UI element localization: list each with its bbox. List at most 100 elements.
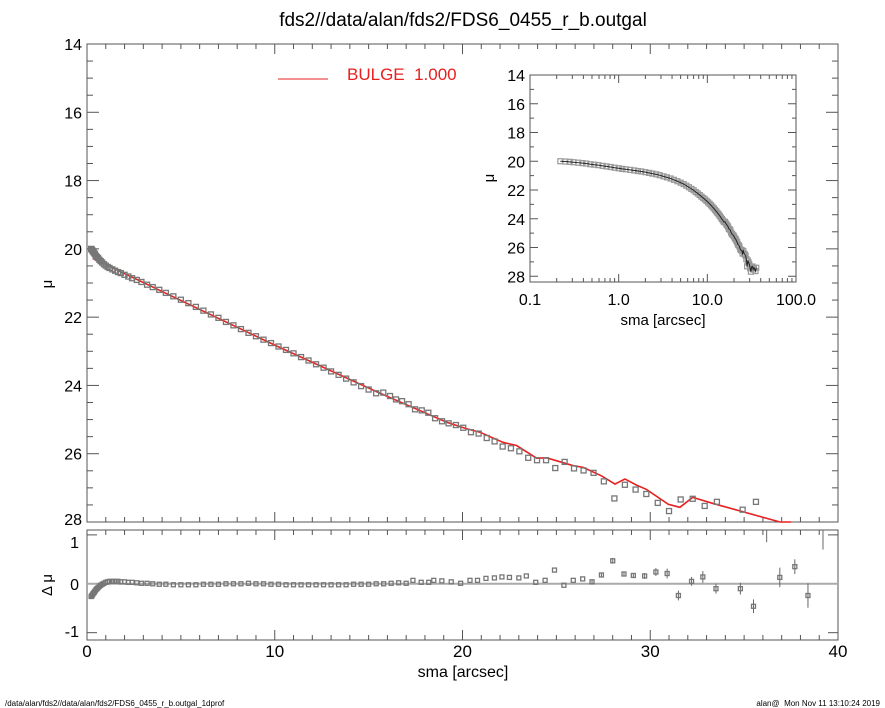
observed-point (739, 506, 746, 513)
residual-point (223, 581, 229, 587)
residual-point (737, 586, 744, 592)
residual-point (630, 572, 637, 579)
observed-point (438, 418, 446, 425)
residual-point (570, 577, 576, 584)
y-tick-label: 16 (507, 97, 525, 114)
residual-point (215, 581, 222, 587)
observed-point (533, 457, 541, 464)
observed-point (282, 346, 290, 354)
residual-point (418, 579, 424, 585)
residual-point (403, 580, 409, 586)
footer-file-path: /data/alan/fds2//data/alan/fds2/FDS6_045… (5, 699, 225, 708)
residual-point (305, 582, 312, 588)
observed-point (170, 293, 177, 300)
observed-point (445, 420, 452, 427)
x-tick-label: 0.1 (519, 292, 541, 309)
observed-point (499, 443, 506, 450)
residual-point (178, 582, 184, 588)
residual-point (448, 579, 454, 585)
residual-point (358, 581, 364, 587)
y-tick-label: 28 (507, 269, 525, 286)
observed-point (372, 390, 380, 397)
residual-point (350, 581, 357, 587)
residual-point (373, 581, 379, 587)
observed-point (632, 486, 639, 493)
observed-point (392, 396, 400, 403)
observed-point (621, 481, 629, 488)
residual-points (87, 530, 838, 614)
observed-point (431, 415, 439, 422)
residual-point (641, 573, 648, 579)
residual-point (750, 603, 757, 609)
inset-log-profile-panel: 14 16 18 20 22 24 26 28 0.1 1.0 10.0 100.0 sma [arc… (481, 68, 816, 329)
residual-point (200, 581, 207, 587)
residual-point (283, 582, 289, 588)
x-tick-label: 0 (82, 642, 91, 661)
x-tick-label: 20 (453, 642, 472, 661)
inset-y-axis-label: μ (481, 174, 498, 183)
residual-point (335, 582, 342, 588)
main-axis-ticks: 14 16 18 20 22 24 26 28 (64, 37, 839, 529)
residual-point (396, 580, 402, 586)
residual-point (467, 577, 473, 584)
residual-point (506, 574, 513, 581)
x-tick-label: 100.0 (776, 292, 816, 309)
residual-point (328, 582, 334, 588)
main-profile-panel: 14 16 18 20 22 24 26 28 μ BULGE 1.000 (39, 37, 839, 529)
y-tick-label: 18 (507, 126, 525, 143)
residual-point (431, 577, 437, 584)
observed-point (365, 386, 372, 393)
residual-point (163, 581, 169, 587)
residual-point (268, 581, 274, 587)
observed-point (177, 296, 185, 303)
main-y-axis-label: μ (39, 280, 56, 289)
observed-point (297, 353, 305, 361)
residual-point (580, 576, 586, 582)
residual-point (156, 581, 162, 587)
x-axis-label: sma [arcsec] (418, 664, 509, 681)
residual-point (193, 582, 199, 588)
observed-point (654, 499, 661, 507)
observed-point (398, 397, 406, 405)
observed-point (386, 392, 394, 400)
residual-point (112, 578, 118, 584)
observed-point (207, 311, 215, 318)
observed-point (701, 502, 708, 510)
observed-point (125, 273, 132, 280)
residual-point (675, 592, 682, 599)
residual-point (144, 580, 150, 586)
inset-observed-point (674, 178, 681, 185)
observed-point (552, 464, 559, 472)
observed-point (452, 421, 460, 429)
inset-plot-frame (529, 74, 797, 283)
residual-point (170, 582, 177, 588)
observed-point (665, 507, 673, 515)
observed-point (425, 409, 432, 416)
residual-point (290, 582, 297, 588)
residual-point (106, 578, 113, 584)
residual-point (700, 574, 706, 580)
observed-point (222, 318, 230, 326)
residual-point (138, 580, 145, 586)
observed-point (117, 269, 124, 277)
residual-point (230, 581, 237, 587)
observed-point (507, 445, 515, 452)
residual-y-axis-label: Δ μ (39, 574, 56, 596)
x-tick-label: 30 (641, 642, 660, 661)
observed-point (405, 401, 412, 408)
residual-point (777, 574, 783, 581)
y-tick-label: -1 (65, 624, 79, 641)
bulge-model-curve (92, 257, 792, 523)
observed-point (491, 438, 498, 445)
observed-point (149, 283, 156, 291)
residual-point (523, 573, 529, 579)
observed-point (327, 368, 335, 375)
chart-title: fds2//data/alan/fds2/FDS6_0455_r_b.outga… (279, 10, 647, 31)
residual-point (491, 575, 498, 581)
observed-point (320, 364, 327, 371)
observed-point (542, 457, 550, 464)
observed-point (305, 357, 312, 364)
y-tick-label: 24 (507, 212, 525, 229)
